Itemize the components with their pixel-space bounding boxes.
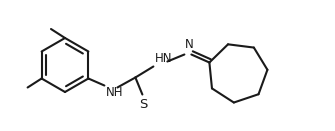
Text: NH: NH [106, 86, 123, 100]
Text: N: N [184, 39, 193, 51]
Text: HN: HN [154, 51, 172, 64]
Text: S: S [139, 99, 148, 111]
